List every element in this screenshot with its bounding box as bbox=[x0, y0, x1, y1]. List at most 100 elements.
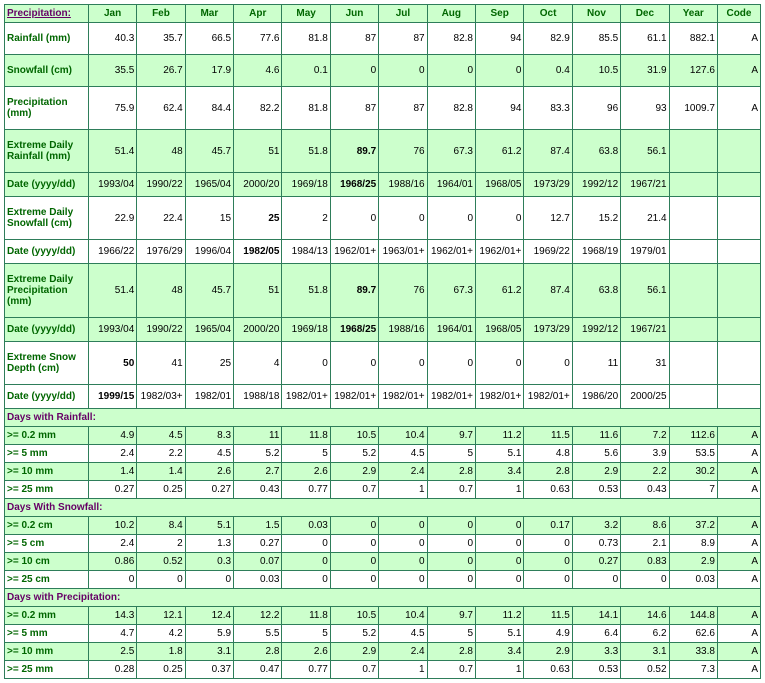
cell: 12.2 bbox=[234, 607, 282, 625]
table-row: >= 25 mm0.280.250.370.470.770.710.710.63… bbox=[5, 661, 761, 679]
cell: 11.2 bbox=[476, 607, 524, 625]
cell: 12.7 bbox=[524, 197, 572, 240]
cell: 4.2 bbox=[137, 625, 185, 643]
cell: 0 bbox=[137, 571, 185, 589]
cell: 2.6 bbox=[282, 463, 330, 481]
cell: 0.25 bbox=[137, 481, 185, 499]
cell: 4.9 bbox=[524, 625, 572, 643]
cell: 10.4 bbox=[379, 607, 427, 625]
cell: 51.4 bbox=[88, 264, 136, 318]
cell: 3.4 bbox=[476, 463, 524, 481]
cell: 2.6 bbox=[185, 463, 233, 481]
table-row: >= 0.2 mm14.312.112.412.211.810.510.49.7… bbox=[5, 607, 761, 625]
cell: 61.2 bbox=[476, 264, 524, 318]
row-label: >= 25 mm bbox=[5, 661, 89, 679]
cell: 87 bbox=[379, 87, 427, 130]
table-row: >= 5 mm4.74.25.95.555.24.555.14.96.46.26… bbox=[5, 625, 761, 643]
cell: 11.6 bbox=[572, 427, 620, 445]
cell: 82.2 bbox=[234, 87, 282, 130]
cell: 0.86 bbox=[88, 553, 136, 571]
cell: 40.3 bbox=[88, 23, 136, 55]
section-title: Days with Precipitation: bbox=[5, 589, 761, 607]
cell: 0.7 bbox=[330, 481, 378, 499]
cell: 1969/18 bbox=[282, 173, 330, 197]
cell: 0 bbox=[476, 535, 524, 553]
cell: 1.4 bbox=[88, 463, 136, 481]
cell: 1990/22 bbox=[137, 173, 185, 197]
cell: 94 bbox=[476, 87, 524, 130]
cell bbox=[669, 342, 717, 385]
cell: 11 bbox=[234, 427, 282, 445]
cell: 1993/04 bbox=[88, 318, 136, 342]
cell: 87.4 bbox=[524, 130, 572, 173]
cell bbox=[717, 342, 760, 385]
cell: 0 bbox=[427, 535, 475, 553]
cell bbox=[669, 264, 717, 318]
table-row: Rainfall (mm)40.335.766.577.681.8878782.… bbox=[5, 23, 761, 55]
cell: 0 bbox=[427, 553, 475, 571]
cell: 1965/04 bbox=[185, 173, 233, 197]
cell: 82.9 bbox=[524, 23, 572, 55]
cell: 89.7 bbox=[330, 130, 378, 173]
cell: 8.3 bbox=[185, 427, 233, 445]
row-label: Date (yyyy/dd) bbox=[5, 240, 89, 264]
cell: A bbox=[717, 445, 760, 463]
cell: 66.5 bbox=[185, 23, 233, 55]
cell: A bbox=[717, 643, 760, 661]
row-label: Extreme Daily Snowfall (cm) bbox=[5, 197, 89, 240]
cell: 1984/13 bbox=[282, 240, 330, 264]
cell: 0 bbox=[330, 571, 378, 589]
cell: 4.6 bbox=[234, 55, 282, 87]
col-nov: Nov bbox=[572, 5, 620, 23]
cell: 0 bbox=[476, 197, 524, 240]
cell: 0.43 bbox=[234, 481, 282, 499]
cell: 2.4 bbox=[88, 445, 136, 463]
cell: 11.5 bbox=[524, 427, 572, 445]
cell: 4 bbox=[234, 342, 282, 385]
col-jun: Jun bbox=[330, 5, 378, 23]
cell: 1996/04 bbox=[185, 240, 233, 264]
cell: 12.4 bbox=[185, 607, 233, 625]
row-label: Rainfall (mm) bbox=[5, 23, 89, 55]
cell bbox=[717, 240, 760, 264]
cell: 4.9 bbox=[88, 427, 136, 445]
cell: 2.8 bbox=[234, 643, 282, 661]
cell: 0 bbox=[282, 342, 330, 385]
cell: A bbox=[717, 463, 760, 481]
col-may: May bbox=[282, 5, 330, 23]
cell bbox=[669, 130, 717, 173]
table-row: >= 10 mm2.51.83.12.82.62.92.42.83.42.93.… bbox=[5, 643, 761, 661]
cell: A bbox=[717, 55, 760, 87]
cell: 93 bbox=[621, 87, 669, 130]
col-mar: Mar bbox=[185, 5, 233, 23]
cell: 0.63 bbox=[524, 661, 572, 679]
cell: 51 bbox=[234, 264, 282, 318]
cell: 1982/01+ bbox=[379, 385, 427, 409]
cell: 1962/01+ bbox=[427, 240, 475, 264]
cell: 30.2 bbox=[669, 463, 717, 481]
cell: 0.27 bbox=[185, 481, 233, 499]
cell: 11 bbox=[572, 342, 620, 385]
cell: 1992/12 bbox=[572, 173, 620, 197]
cell: 14.3 bbox=[88, 607, 136, 625]
cell: 8.4 bbox=[137, 517, 185, 535]
cell: 0.03 bbox=[669, 571, 717, 589]
cell: 1982/01+ bbox=[330, 385, 378, 409]
cell: 63.8 bbox=[572, 130, 620, 173]
cell: 5.2 bbox=[330, 625, 378, 643]
cell: 1993/04 bbox=[88, 173, 136, 197]
cell: 8.9 bbox=[669, 535, 717, 553]
cell: 0 bbox=[185, 571, 233, 589]
col-code: Code bbox=[717, 5, 760, 23]
cell: 0.1 bbox=[282, 55, 330, 87]
cell: 37.2 bbox=[669, 517, 717, 535]
row-label: >= 5 mm bbox=[5, 625, 89, 643]
cell: 144.8 bbox=[669, 607, 717, 625]
cell: 77.6 bbox=[234, 23, 282, 55]
cell: 14.1 bbox=[572, 607, 620, 625]
cell: 2.9 bbox=[330, 463, 378, 481]
cell: 5.1 bbox=[476, 445, 524, 463]
cell: 1.3 bbox=[185, 535, 233, 553]
section-title: Days with Rainfall: bbox=[5, 409, 761, 427]
cell: 89.7 bbox=[330, 264, 378, 318]
